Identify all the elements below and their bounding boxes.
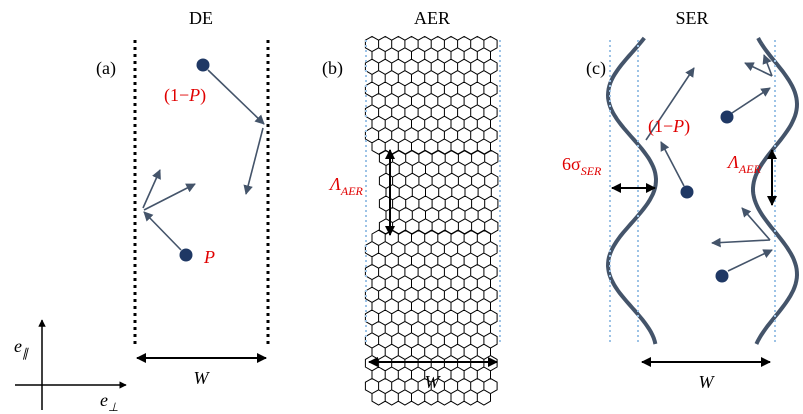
panel-label: (b): [322, 58, 343, 79]
roughness-label: ΛAER: [726, 152, 762, 176]
panel-b: ΛAER W: [328, 36, 500, 405]
escape-label: (1−P): [648, 116, 690, 137]
sigma-label: 6σSER: [562, 154, 602, 178]
axis-label: e⊥: [100, 390, 118, 414]
axes-icon: e∥ e⊥: [14, 320, 126, 414]
width-label: W: [425, 372, 442, 392]
panel-label: (c): [586, 58, 606, 79]
panel-label: (a): [96, 58, 116, 79]
escape-label: (1−P): [164, 85, 206, 106]
figure: DE AER SER (a) (b) (c) (1−P) P W ΛAER W: [0, 0, 803, 414]
panel-title: SER: [675, 8, 708, 28]
honeycomb: [365, 36, 498, 405]
width-label: W: [699, 372, 716, 392]
roughness-label: ΛAER: [328, 174, 364, 198]
axis-label: e∥: [14, 336, 29, 360]
panel-c: (1−P) 6σSER ΛAER W: [562, 38, 797, 392]
surface-wave: [608, 38, 656, 344]
panel-a: (1−P) P W: [135, 40, 268, 388]
width-label: W: [194, 368, 211, 388]
panel-title: DE: [189, 8, 213, 28]
stick-label: P: [203, 247, 215, 267]
panel-title: AER: [414, 8, 450, 28]
